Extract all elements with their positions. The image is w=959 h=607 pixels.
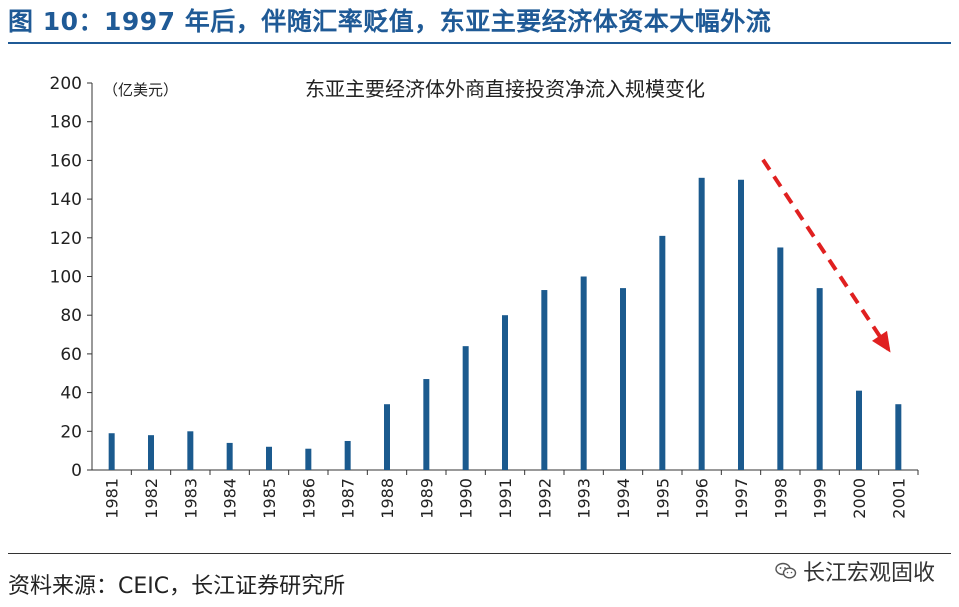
y-tick-label: 120: [50, 229, 82, 249]
figure-title: 图 10：1997 年后，伴随汇率贬值，东亚主要经济体资本大幅外流: [8, 7, 772, 36]
x-tick-label: 1995: [653, 478, 672, 519]
bar-2001: [895, 404, 902, 470]
y-tick-label: 160: [50, 151, 82, 171]
bar-1998: [777, 247, 784, 470]
y-tick-label: 140: [50, 190, 82, 210]
bar-1991: [502, 315, 508, 470]
bar-1981: [108, 433, 115, 470]
x-tick-label: 2001: [889, 478, 908, 519]
bar-1996: [698, 177, 705, 470]
chart-title: 东亚主要经济体外商直接投资净流入规模变化: [305, 77, 705, 101]
y-tick-label: 80: [60, 306, 82, 326]
fdi-bar-chart: 0 20 40 60 80 100 120 140 160 180 200 （亿美元） 东亚主要经济体外…: [50, 74, 919, 519]
y-tick-label: 200: [50, 74, 82, 94]
x-tick-label: 1985: [260, 478, 279, 519]
y-axis-label: （亿美元）: [103, 81, 178, 99]
y-tick-label: 60: [60, 345, 82, 365]
bar-1997: [738, 179, 744, 470]
bar-1984: [226, 442, 233, 470]
x-tick-label: 1988: [378, 478, 397, 519]
bar-1993: [580, 276, 587, 470]
x-tick-label: 1984: [221, 478, 240, 519]
bar-1990: [462, 346, 469, 470]
bar-1982: [148, 435, 154, 470]
source-note: 资料来源：CEIC，长江证券研究所: [8, 574, 346, 599]
x-tick-label: 1997: [732, 478, 751, 519]
bar-1986: [305, 448, 312, 470]
y-tick-label: 20: [60, 422, 82, 442]
y-tick-label: 0: [71, 461, 82, 481]
y-tick-label: 40: [60, 384, 82, 404]
x-tick-label: 1983: [181, 478, 200, 519]
x-tick-label: 1982: [142, 478, 161, 519]
x-tick-label: 1986: [299, 478, 318, 519]
x-tick-label: 1991: [496, 478, 515, 519]
title-rule: [8, 42, 951, 44]
wechat-icon: [775, 562, 797, 579]
bar-1995: [659, 235, 666, 470]
bar-1994: [620, 288, 626, 470]
bar-1988: [384, 404, 390, 470]
x-tick-label: 1994: [614, 478, 633, 519]
x-tick-label: 1999: [811, 478, 830, 519]
x-tick-label: 2000: [850, 478, 869, 519]
footer-rule: [8, 553, 951, 554]
watermark: 长江宏观固收: [775, 555, 935, 587]
x-tick-label: 1990: [457, 478, 476, 519]
bar-1987: [344, 440, 351, 470]
bar-1983: [187, 431, 194, 470]
x-tick-label: 1989: [417, 478, 436, 519]
watermark-text: 长江宏观固收: [802, 561, 935, 586]
bar-1999: [816, 288, 823, 470]
bar-2000: [856, 390, 862, 470]
x-tick-label: 1998: [771, 478, 790, 519]
x-tick-label: 1981: [103, 478, 122, 519]
y-tick-label: 180: [50, 113, 82, 133]
trend-arrow-line: [761, 158, 891, 351]
x-tick-label: 1993: [575, 478, 594, 519]
bar-1989: [423, 379, 430, 470]
bar-1985: [266, 446, 272, 470]
bar-1992: [541, 290, 548, 470]
trend-arrow-head: [871, 330, 891, 353]
x-tick-label: 1996: [693, 478, 712, 519]
y-tick-label: 100: [50, 268, 82, 288]
x-tick-label: 1992: [535, 478, 554, 519]
x-tick-label: 1987: [339, 478, 358, 519]
